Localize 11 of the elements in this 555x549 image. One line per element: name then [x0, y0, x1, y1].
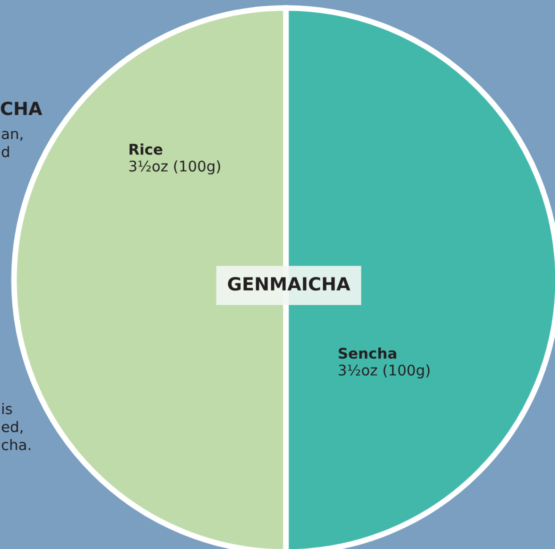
- data-label: 3½oz (100g): [129, 160, 220, 174]
- data-label: 3½oz (100g): [338, 364, 430, 378]
- text: CHA: [0, 102, 42, 116]
- text: d: [2, 146, 9, 158]
- text: is: [2, 402, 12, 414]
- slice-label: Rice: [130, 143, 162, 155]
- text: cha.: [2, 438, 30, 450]
- text: ed,: [2, 420, 22, 434]
- slice-label: Sencha: [338, 347, 396, 359]
- text: GENMAICHA: [228, 277, 350, 291]
- text: an,: [2, 130, 22, 141]
